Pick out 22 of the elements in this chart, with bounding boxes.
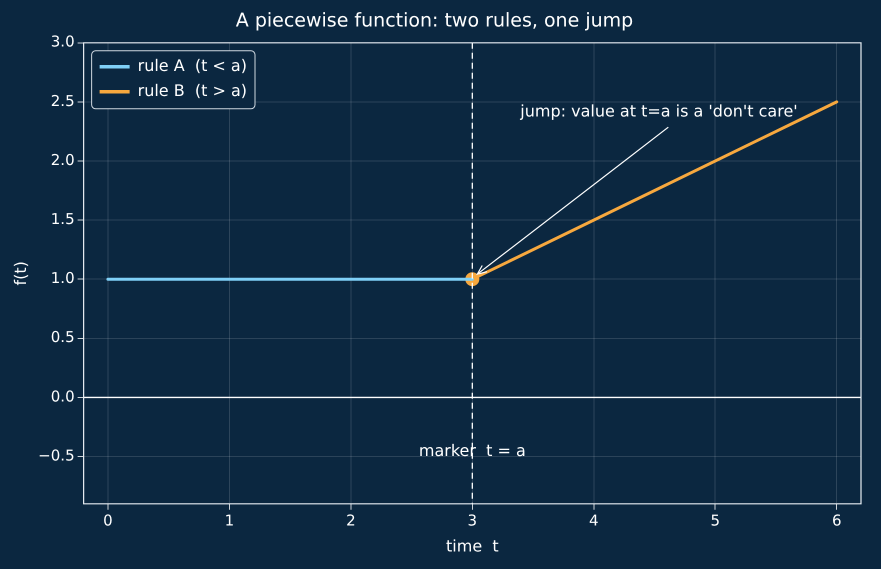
x-tick-label: 0 [103,512,113,530]
x-tick-label: 5 [710,512,720,530]
y-axis-title: f(t) [10,261,30,286]
annotation: jump: value at t=a is a 'don't care' [519,101,798,120]
y-tick-label: 2.0 [50,150,75,169]
y-tick-label: 3.0 [50,32,75,51]
y-tick-label: 2.5 [50,92,75,110]
legend-label: rule A (t < a) [138,56,247,75]
x-tick-label: 1 [224,512,234,530]
y-tick-label: 0.5 [50,328,75,346]
x-tick-label: 6 [832,512,842,530]
x-tick-label: 2 [346,512,356,530]
y-tick-label: 1.5 [50,210,75,228]
chart-title: A piecewise function: two rules, one jump [236,9,634,32]
x-tick-label: 3 [468,512,478,530]
y-tick-label: 1.0 [50,269,75,288]
legend-label: rule B (t > a) [138,80,248,100]
ref-line-label: marker t = a [418,440,526,460]
y-tick-label: −0.5 [38,446,75,464]
x-tick-label: 4 [589,512,599,530]
y-tick-label: 0.0 [50,387,75,406]
x-axis-title: time t [446,536,499,556]
